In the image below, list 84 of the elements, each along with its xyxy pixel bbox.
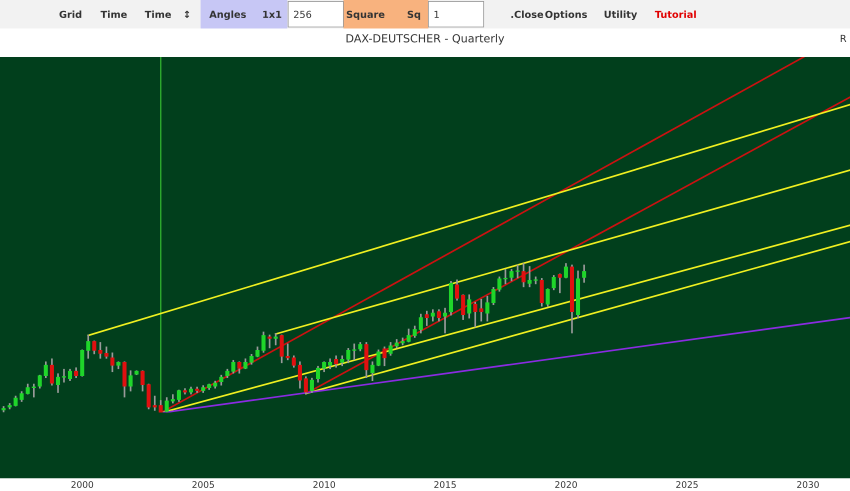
x-tick-label: 2005 <box>192 481 214 488</box>
candlestick <box>491 286 496 306</box>
candlestick <box>44 361 48 378</box>
candlestick <box>430 309 435 322</box>
candlestick <box>467 294 472 318</box>
candlestick <box>304 376 308 394</box>
candlestick <box>146 384 151 410</box>
candlestick <box>261 332 266 353</box>
candlestick <box>32 384 36 398</box>
candlestick <box>558 274 562 294</box>
candlestick <box>231 360 236 374</box>
candlestick <box>443 308 448 334</box>
candlestick <box>2 406 6 412</box>
text: Angles <box>209 10 246 20</box>
text: Grid <box>60 10 82 18</box>
candlestick <box>376 350 380 366</box>
x-tick-label: 2020 <box>555 481 577 488</box>
candlestick <box>461 294 466 320</box>
text: Square <box>346 10 384 20</box>
candlestick <box>164 397 169 412</box>
candlestick <box>424 310 429 326</box>
candlestick <box>334 355 338 368</box>
candlestick <box>388 342 393 356</box>
candlestick <box>546 288 550 307</box>
candlestick <box>436 309 441 322</box>
text: Time <box>100 10 127 18</box>
candlestick <box>418 314 423 334</box>
text: 256 <box>294 10 312 18</box>
candlestick <box>298 361 302 388</box>
text: Options <box>545 10 587 20</box>
text: 1x1 <box>263 10 282 18</box>
candlestick <box>92 340 96 354</box>
candlestick <box>412 326 417 338</box>
x-tick-label: 2010 <box>313 481 336 488</box>
candlestick <box>104 346 108 359</box>
candlestick <box>485 296 490 322</box>
x-tick-label: 2025 <box>676 481 698 488</box>
text: .Close <box>511 10 544 18</box>
text: ↕ <box>184 10 190 18</box>
candlestick <box>140 370 145 392</box>
candlestick <box>237 361 242 374</box>
text: Utility <box>604 10 638 20</box>
candlestick <box>522 263 526 288</box>
candlestick <box>38 374 42 388</box>
candlestick <box>122 361 127 398</box>
candlestick <box>316 366 320 382</box>
candlestick <box>50 358 54 386</box>
candlestick <box>406 328 411 342</box>
candlestick <box>176 390 181 402</box>
candlestick <box>528 266 532 288</box>
candlestick <box>552 275 556 290</box>
candlestick <box>98 342 102 359</box>
x-tick-label: 2015 <box>434 481 456 488</box>
text: Time <box>144 10 171 18</box>
candlestick <box>310 378 314 393</box>
candlestick <box>128 370 133 392</box>
candlestick <box>540 278 544 307</box>
candlestick <box>68 368 72 381</box>
candlestick <box>328 358 332 370</box>
candlestick <box>280 334 284 364</box>
x-tick-label: 2000 <box>71 481 94 488</box>
text: R <box>840 34 846 42</box>
candlestick <box>516 264 520 278</box>
candlestick <box>56 373 60 393</box>
candlestick <box>382 346 387 366</box>
candlestick <box>564 263 568 278</box>
candlestick <box>86 334 90 359</box>
candlestick <box>454 280 460 301</box>
text: Tutorial <box>654 10 696 18</box>
text: Sq <box>408 10 420 20</box>
candlestick <box>497 276 502 292</box>
candlestick <box>110 352 114 372</box>
x-tick-label: 2030 <box>797 481 819 488</box>
text: 1 <box>434 10 439 18</box>
candlestick <box>292 355 296 368</box>
candlestick <box>268 334 272 348</box>
candlestick <box>286 344 290 360</box>
candlestick <box>274 333 278 346</box>
chart-title: DAX-DEUTSCHER - Quarterly <box>346 34 504 45</box>
candlestick <box>370 361 374 381</box>
candlestick <box>582 264 586 283</box>
candlestick <box>182 388 187 394</box>
candlestick <box>510 269 514 282</box>
candlestick <box>62 368 66 382</box>
